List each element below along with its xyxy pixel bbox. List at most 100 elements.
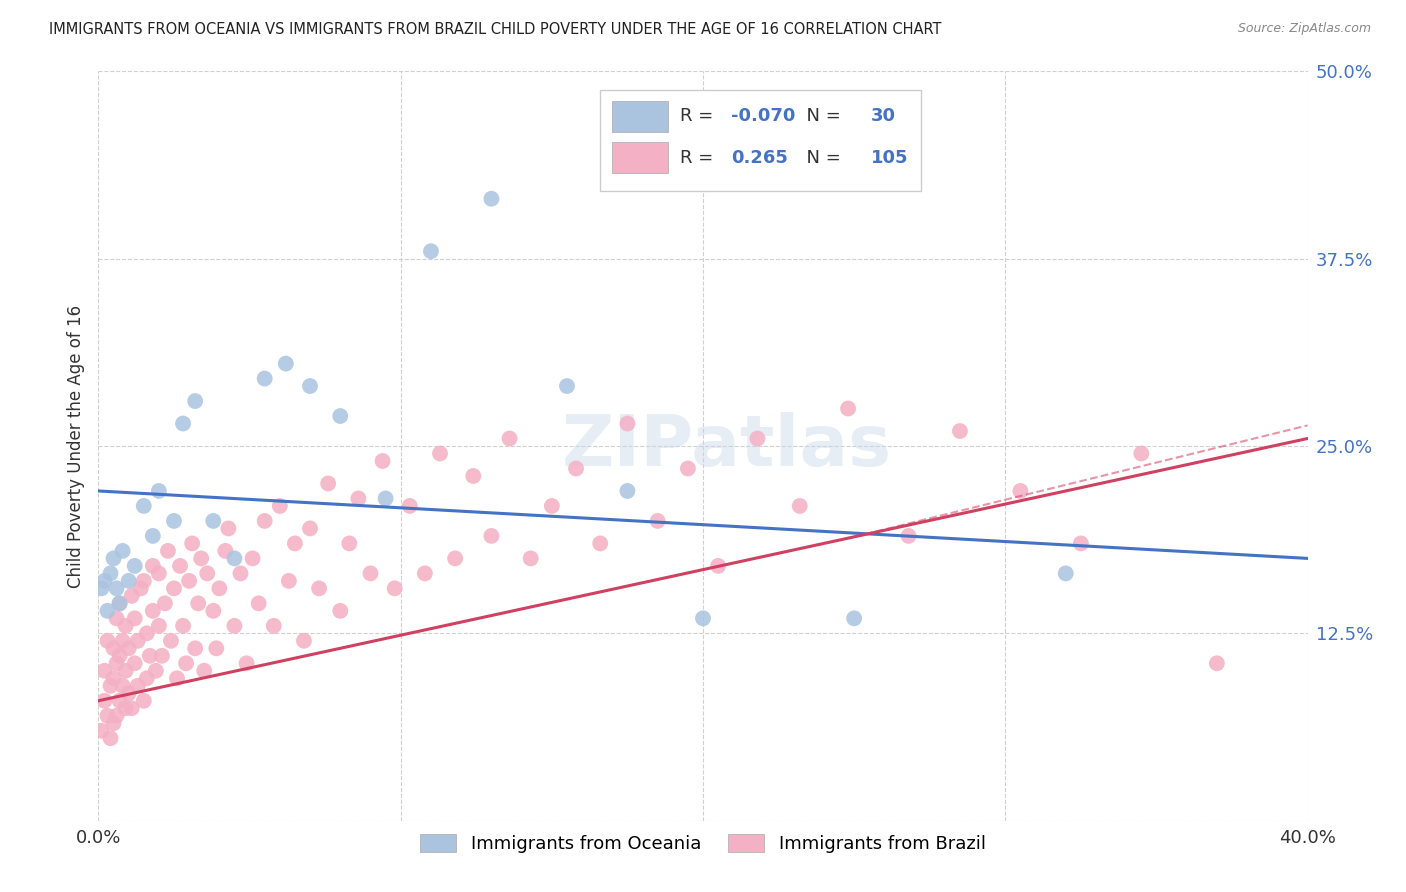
Point bbox=[118, 574, 141, 588]
Y-axis label: Child Poverty Under the Age of 16: Child Poverty Under the Age of 16 bbox=[66, 304, 84, 588]
Point bbox=[292, 633, 315, 648]
Point bbox=[519, 551, 541, 566]
Point bbox=[274, 357, 297, 371]
Point bbox=[127, 633, 149, 648]
Point bbox=[108, 596, 131, 610]
Point bbox=[93, 694, 115, 708]
Point bbox=[166, 671, 188, 685]
Point bbox=[111, 679, 134, 693]
Point bbox=[217, 521, 239, 535]
Text: Source: ZipAtlas.com: Source: ZipAtlas.com bbox=[1237, 22, 1371, 36]
Point bbox=[747, 432, 769, 446]
Point bbox=[187, 596, 209, 610]
Point bbox=[172, 417, 194, 431]
Text: N =: N = bbox=[794, 107, 846, 125]
Point bbox=[93, 574, 115, 588]
Point bbox=[347, 491, 370, 506]
Point bbox=[269, 499, 291, 513]
Point bbox=[565, 461, 588, 475]
Point bbox=[498, 432, 520, 446]
Point bbox=[463, 469, 485, 483]
Point bbox=[100, 731, 122, 746]
Text: ZIPatlas: ZIPatlas bbox=[562, 411, 893, 481]
Point bbox=[837, 401, 859, 416]
Point bbox=[299, 379, 322, 393]
Point bbox=[789, 499, 811, 513]
Point bbox=[949, 424, 972, 438]
Point bbox=[277, 574, 299, 588]
Point bbox=[174, 657, 197, 671]
Point bbox=[184, 394, 207, 409]
Point bbox=[135, 626, 157, 640]
Point bbox=[1206, 657, 1229, 671]
Point bbox=[148, 619, 170, 633]
Point bbox=[108, 596, 131, 610]
Point bbox=[105, 582, 128, 596]
Text: 0.265: 0.265 bbox=[731, 149, 787, 167]
Point bbox=[163, 582, 186, 596]
Point bbox=[208, 582, 231, 596]
Point bbox=[413, 566, 436, 581]
Point bbox=[111, 633, 134, 648]
Point bbox=[284, 536, 307, 550]
Point bbox=[308, 582, 330, 596]
FancyBboxPatch shape bbox=[613, 142, 668, 173]
Point bbox=[163, 514, 186, 528]
Point bbox=[100, 566, 122, 581]
FancyBboxPatch shape bbox=[600, 90, 921, 191]
Point bbox=[100, 679, 122, 693]
Point bbox=[676, 461, 699, 475]
Text: R =: R = bbox=[681, 149, 724, 167]
Point bbox=[190, 551, 212, 566]
Point bbox=[540, 499, 562, 513]
Point bbox=[148, 566, 170, 581]
Point bbox=[247, 596, 270, 610]
Point bbox=[132, 574, 155, 588]
Point bbox=[160, 633, 183, 648]
Point bbox=[124, 657, 146, 671]
Point bbox=[132, 694, 155, 708]
Text: -0.070: -0.070 bbox=[731, 107, 796, 125]
Point bbox=[444, 551, 467, 566]
Text: 30: 30 bbox=[872, 107, 896, 125]
Point bbox=[692, 611, 714, 625]
Point bbox=[93, 664, 115, 678]
Point bbox=[374, 491, 396, 506]
Point bbox=[235, 657, 257, 671]
Point bbox=[127, 679, 149, 693]
Point bbox=[707, 558, 730, 573]
Point bbox=[148, 483, 170, 498]
Point bbox=[142, 604, 165, 618]
Point bbox=[214, 544, 236, 558]
Point bbox=[181, 536, 204, 550]
Point bbox=[337, 536, 360, 550]
Point bbox=[135, 671, 157, 685]
Point bbox=[384, 582, 406, 596]
Text: N =: N = bbox=[794, 149, 846, 167]
Point bbox=[329, 409, 352, 423]
Point bbox=[139, 648, 162, 663]
Point bbox=[242, 551, 264, 566]
Point bbox=[150, 648, 173, 663]
Point bbox=[1070, 536, 1092, 550]
Point bbox=[114, 701, 136, 715]
Point bbox=[124, 611, 146, 625]
Point bbox=[153, 596, 176, 610]
Point bbox=[844, 611, 866, 625]
Point bbox=[429, 446, 451, 460]
Point bbox=[108, 694, 131, 708]
Point bbox=[263, 619, 285, 633]
Point bbox=[90, 723, 112, 738]
Point bbox=[172, 619, 194, 633]
Point bbox=[481, 529, 503, 543]
Text: 105: 105 bbox=[872, 149, 908, 167]
Point bbox=[299, 521, 322, 535]
Point bbox=[897, 529, 920, 543]
Point bbox=[616, 483, 638, 498]
Point bbox=[1054, 566, 1077, 581]
Point bbox=[398, 499, 420, 513]
Point bbox=[96, 633, 118, 648]
Point bbox=[121, 589, 143, 603]
Point bbox=[371, 454, 394, 468]
Point bbox=[96, 604, 118, 618]
